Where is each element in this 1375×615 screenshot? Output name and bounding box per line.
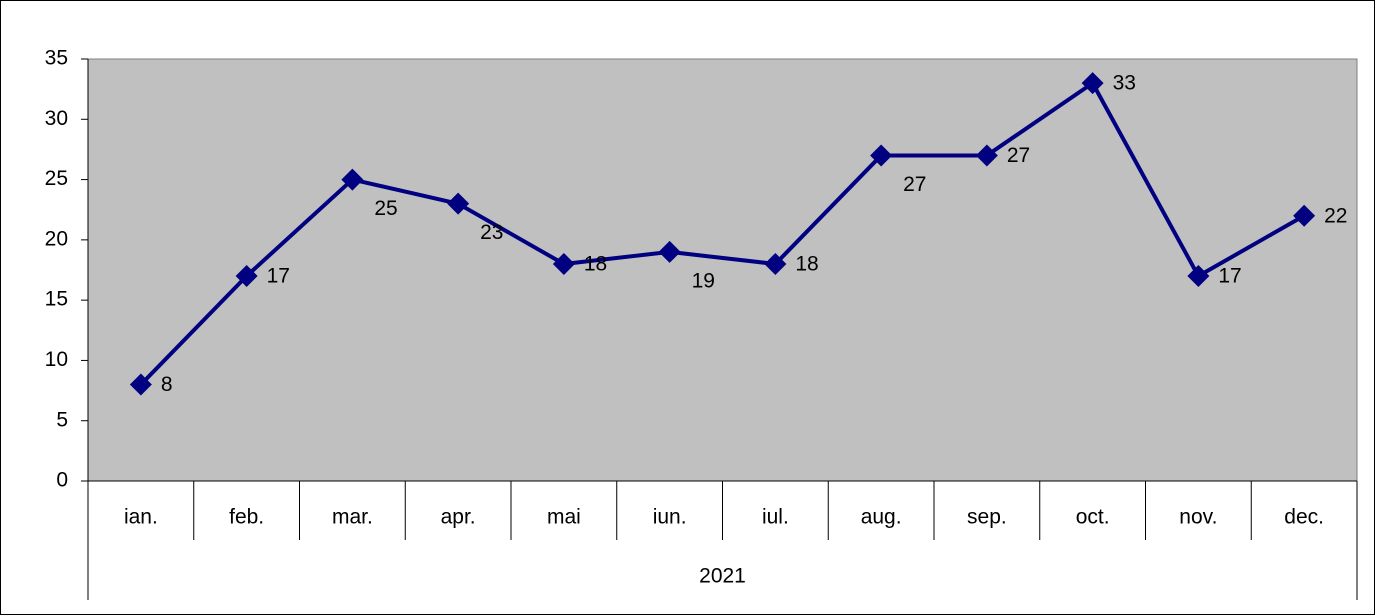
marker xyxy=(1293,204,1316,227)
data-label: 19 xyxy=(692,269,715,292)
marker xyxy=(341,168,364,191)
data-label: 17 xyxy=(1218,265,1241,288)
marker xyxy=(870,144,893,167)
x-tick-label: mai xyxy=(547,506,581,529)
marker xyxy=(447,192,470,215)
marker xyxy=(764,252,787,275)
data-label: 22 xyxy=(1324,204,1347,227)
y-tick-label: 0 xyxy=(56,469,68,492)
plot-area xyxy=(87,58,1358,482)
marker xyxy=(235,265,258,288)
data-label: 8 xyxy=(161,373,173,396)
data-label: 27 xyxy=(903,173,926,196)
x-tick-label: oct. xyxy=(1076,506,1110,529)
y-tick-label: 20 xyxy=(45,227,68,250)
data-label: 25 xyxy=(374,197,397,220)
y-tick-label: 5 xyxy=(56,408,68,431)
data-label: 27 xyxy=(1007,144,1030,167)
marker xyxy=(658,240,681,263)
x-tick-label: dec. xyxy=(1284,506,1324,529)
data-label: 23 xyxy=(480,221,503,244)
line xyxy=(139,81,1306,386)
data-label: 18 xyxy=(584,253,607,276)
data-label: 33 xyxy=(1113,72,1136,95)
x-tick-label: apr. xyxy=(441,506,476,529)
marker xyxy=(1187,265,1210,288)
x-tick-label: mar. xyxy=(332,506,373,529)
marker xyxy=(975,144,998,167)
x-tick-label: sep. xyxy=(967,506,1007,529)
marker xyxy=(552,252,575,275)
marker xyxy=(129,373,152,396)
y-tick-label: 35 xyxy=(45,47,68,70)
y-tick-label: 10 xyxy=(45,348,68,371)
x-tick-label: iun. xyxy=(653,506,687,529)
x-tick-label: nov. xyxy=(1179,506,1217,529)
x-group-label: 2021 xyxy=(699,565,746,588)
y-tick-label: 15 xyxy=(45,288,68,311)
x-tick-label: ian. xyxy=(124,506,158,529)
data-label: 18 xyxy=(795,253,818,276)
x-tick-label: feb. xyxy=(229,506,264,529)
x-tick-label: iul. xyxy=(762,506,789,529)
y-tick-label: 25 xyxy=(45,167,68,190)
y-tick-label: 30 xyxy=(45,107,68,130)
marker xyxy=(1081,72,1104,95)
data-label: 17 xyxy=(267,265,290,288)
x-tick-label: aug. xyxy=(861,506,902,529)
